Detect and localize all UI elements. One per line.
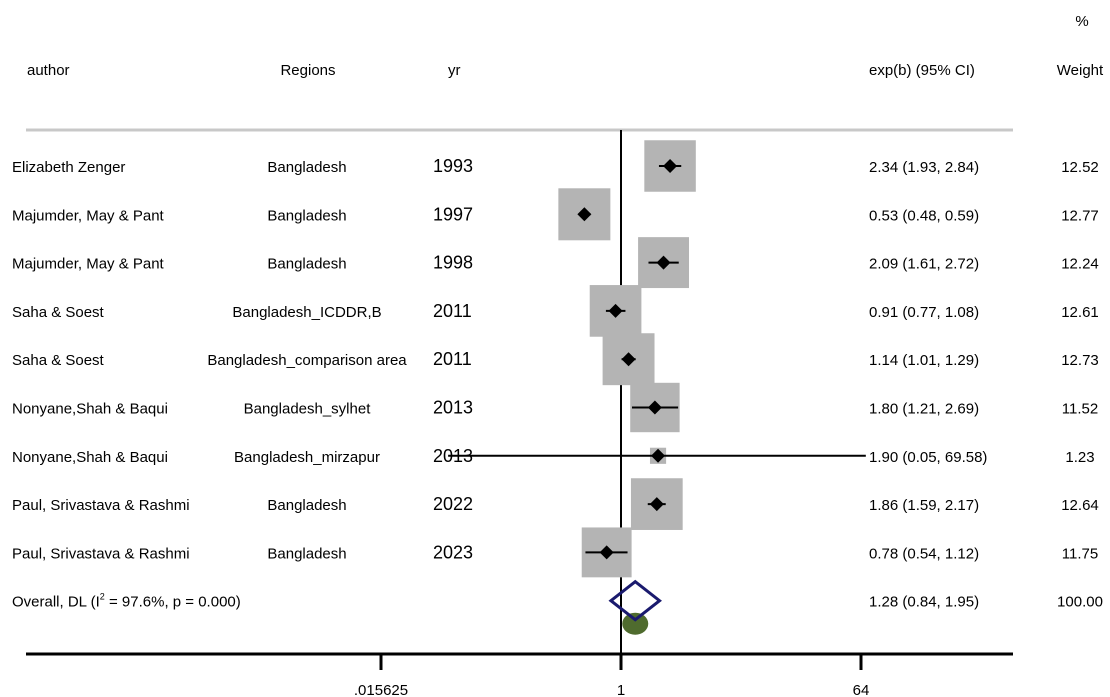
point-estimate xyxy=(647,400,662,415)
study-effect: 0.53 (0.48, 0.59) xyxy=(869,207,979,224)
study-weight: 11.52 xyxy=(1062,401,1098,418)
header-weight-percent: % xyxy=(1075,13,1088,30)
point-estimate xyxy=(621,352,636,367)
study-author: Majumder, May & Pant xyxy=(12,207,165,224)
study-row: Majumder, May & Pant Bangladesh 1997 0.53 (… xyxy=(12,188,1099,241)
study-weight: 12.64 xyxy=(1061,497,1099,514)
study-year: 1997 xyxy=(433,204,473,224)
study-region: Bangladesh_comparison area xyxy=(207,352,407,369)
study-weight: 12.61 xyxy=(1061,304,1099,321)
study-author: Paul, Srivastava & Rashmi xyxy=(12,497,190,514)
study-year: 2011 xyxy=(433,349,472,369)
overall-effect: 1.28 (0.84, 1.95) xyxy=(869,594,979,611)
study-author: Majumder, May & Pant xyxy=(12,256,165,273)
study-effect: 2.09 (1.61, 2.72) xyxy=(869,256,979,273)
study-effect: 0.78 (0.54, 1.12) xyxy=(869,545,979,562)
overall-weight: 100.00 xyxy=(1057,594,1103,611)
study-year: 1993 xyxy=(433,156,473,176)
study-row: Nonyane,Shah & Baqui Bangladesh_sylhet 201… xyxy=(12,382,1098,433)
point-estimate xyxy=(649,497,664,512)
study-row: Paul, Srivastava & Rashmi Bangladesh 2023 0… xyxy=(12,527,1098,578)
overall-label-prefix: Overall, DL (I xyxy=(12,594,100,611)
study-weight: 12.24 xyxy=(1061,256,1099,273)
point-estimate xyxy=(608,303,623,318)
study-row: Saha & Soest Bangladesh_comparison area 20… xyxy=(12,333,1099,386)
study-author: Nonyane,Shah & Baqui xyxy=(12,449,168,466)
header-year: yr xyxy=(448,62,461,79)
study-weight: 12.52 xyxy=(1061,159,1099,176)
point-estimate xyxy=(599,545,614,560)
study-effect: 0.91 (0.77, 1.08) xyxy=(869,304,979,321)
study-year: 2013 xyxy=(433,398,473,418)
header-regions: Regions xyxy=(280,62,335,79)
study-effect: 2.34 (1.93, 2.84) xyxy=(869,159,979,176)
study-author: Saha & Soest xyxy=(12,304,105,321)
study-region: Bangladesh xyxy=(267,545,346,562)
study-effect: 1.90 (0.05, 69.58) xyxy=(869,449,987,466)
x-tick-label-2: 64 xyxy=(853,682,870,697)
study-weight: 11.75 xyxy=(1062,545,1098,562)
study-region: Bangladesh xyxy=(267,207,346,224)
header-weight: Weight xyxy=(1057,62,1104,79)
study-author: Saha & Soest xyxy=(12,352,105,369)
study-weight: 1.23 xyxy=(1065,449,1094,466)
study-region: Bangladesh_sylhet xyxy=(244,401,372,418)
overall-diamond xyxy=(608,579,662,622)
study-region: Bangladesh xyxy=(267,497,346,514)
study-row: Saha & Soest Bangladesh_ICDDR,B 2011 0.91 (… xyxy=(12,285,1099,337)
study-region: Bangladesh_ICDDR,B xyxy=(232,304,381,321)
study-region: Bangladesh xyxy=(267,159,346,176)
study-region: Bangladesh_mirzapur xyxy=(234,449,380,466)
study-year: 2011 xyxy=(433,301,472,321)
study-region: Bangladesh xyxy=(267,256,346,273)
study-year: 2022 xyxy=(433,494,473,514)
study-effect: 1.80 (1.21, 2.69) xyxy=(869,401,979,418)
prediction-marker xyxy=(622,612,649,635)
study-row: Elizabeth Zenger Bangladesh 1993 2.34 (1.93… xyxy=(12,140,1099,192)
header-author: author xyxy=(27,62,70,79)
point-estimate xyxy=(651,448,666,463)
x-tick-label-0: .015625 xyxy=(354,682,408,697)
study-row: Paul, Srivastava & Rashmi Bangladesh 2022 1… xyxy=(12,478,1099,530)
study-row: Majumder, May & Pant Bangladesh 1998 2.09 (… xyxy=(12,237,1099,289)
overall-label: Overall, DL (I2 = 97.6%, p = 0.000) xyxy=(12,592,241,611)
point-estimate xyxy=(656,255,671,270)
overall-label-sup: 2 xyxy=(100,592,105,602)
x-tick-label-1: 1 xyxy=(617,682,625,697)
study-author: Elizabeth Zenger xyxy=(12,159,125,176)
study-weight: 12.77 xyxy=(1061,207,1099,224)
study-year: 2023 xyxy=(433,542,473,562)
study-author: Paul, Srivastava & Rashmi xyxy=(12,545,190,562)
point-estimate xyxy=(577,207,592,222)
study-row: Nonyane,Shah & Baqui Bangladesh_mirzapur 2… xyxy=(12,446,1095,466)
study-weight: 12.73 xyxy=(1061,352,1099,369)
header-effect: exp(b) (95% CI) xyxy=(869,62,975,79)
study-author: Nonyane,Shah & Baqui xyxy=(12,401,168,418)
overall-label-suffix: = 97.6%, p = 0.000) xyxy=(105,594,241,611)
point-estimate xyxy=(663,159,678,173)
study-effect: 1.86 (1.59, 2.17) xyxy=(869,497,979,514)
study-year: 1998 xyxy=(433,253,473,273)
study-effect: 1.14 (1.01, 1.29) xyxy=(869,352,979,369)
